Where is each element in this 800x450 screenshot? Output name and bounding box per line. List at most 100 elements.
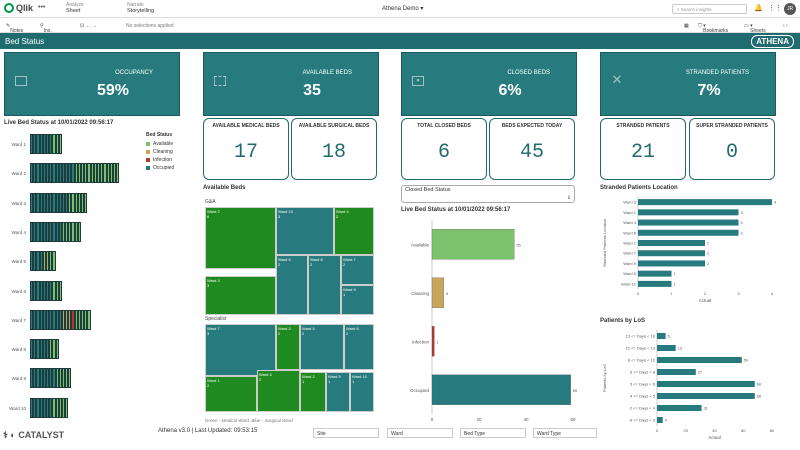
filter-bed-type[interactable]: Bed Type — [460, 428, 526, 438]
kpi-occupancy[interactable]: OCCUPANCY 59% — [4, 52, 180, 116]
treemap-cell-label: Ward 9 — [343, 287, 356, 292]
mini-kpi-super-stranded[interactable]: SUPER STRANDED PATIENTS 0 — [689, 118, 775, 180]
mini-kpi-surgical[interactable]: AVAILABLE SURGICAL BEDS 18 — [291, 118, 377, 180]
bed-cell-available — [68, 368, 72, 389]
bed-cell-occupied — [45, 309, 50, 330]
bed-cell-available — [52, 339, 56, 360]
bed-cell-occupied — [30, 397, 34, 418]
legend-swatch — [146, 166, 150, 170]
toolbar: ✎ Notes ⚲ Ins. Discovery ⊡ ← → No select… — [0, 18, 800, 40]
bed-cell-available — [81, 163, 85, 184]
data-label: 4 — [665, 419, 667, 423]
category-label: Ward 3 — [623, 200, 637, 205]
selection-tools-icon[interactable]: ⊡ ← → — [80, 23, 97, 29]
tab-sheet[interactable]: Analyze Sheet — [66, 2, 84, 17]
ward-bar[interactable] — [30, 368, 72, 389]
kpi-closed-beds[interactable]: ▪ CLOSED BEDS 6% — [401, 52, 577, 116]
los-chart[interactable]: 13 <= Days < 18 6 12 <= Days < 13 13 8 <= Da… — [600, 326, 796, 446]
ward-bar[interactable] — [30, 163, 120, 184]
data-label: 13 — [678, 347, 682, 351]
bed-cell-occupied — [30, 192, 34, 213]
treemap-cell[interactable]: Ward 10 3 — [276, 207, 334, 255]
bed-cell-available — [55, 339, 59, 360]
bar — [657, 333, 666, 339]
ward-bar[interactable] — [30, 221, 81, 242]
x-axis-label: Actual — [708, 435, 721, 440]
layout-icon[interactable]: ▦ — [684, 23, 689, 29]
more-icon[interactable]: ••• — [38, 4, 46, 11]
live-status-chart[interactable]: Available 35 Cleaning 5 Infection 1 Occupied 59… — [401, 216, 581, 426]
bell-icon[interactable]: 🔔 — [754, 5, 763, 12]
kpi-stranded-patients[interactable]: ✕ STRANDED PATIENTS 7% — [600, 52, 776, 116]
grid-menu-icon[interactable]: ⋮⋮ — [768, 5, 782, 12]
bed-cell-available — [84, 192, 88, 213]
filter-ward[interactable]: Ward — [387, 428, 453, 438]
sheets-button[interactable]: ▭ Sheets ▾ — [744, 23, 766, 34]
bed-cell-available — [52, 397, 56, 418]
bed-cell-occupied — [33, 397, 37, 418]
treemap-cell[interactable]: Ward 10 1 — [350, 372, 374, 412]
mini-kpi-title: TOTAL CLOSED BEDS — [417, 123, 471, 129]
mini-kpi-value: 17 — [233, 141, 258, 164]
filter-ward-type[interactable]: Ward Type — [533, 428, 597, 438]
ward-bar[interactable] — [30, 339, 59, 360]
bed-cell-available — [58, 134, 62, 154]
treemap-cell-value: 3 — [207, 331, 210, 336]
ward-bar[interactable] — [30, 280, 62, 301]
bed-cell-occupied — [45, 280, 50, 301]
mini-kpi-stranded[interactable]: STRANDED PATIENTS 21 — [600, 118, 686, 180]
tab-storytelling[interactable]: Narrate Storytelling — [127, 2, 154, 17]
treemap-cell-value: 3 — [207, 283, 210, 288]
ward-bar[interactable] — [30, 251, 56, 272]
insight-button[interactable]: ⚲ Ins. Discovery — [40, 23, 66, 40]
bed-cell-available — [55, 134, 59, 154]
close-icon: ✕ — [611, 72, 623, 87]
y-axis-label: Stranded Patients Location — [602, 219, 607, 267]
notes-button[interactable]: ✎ Notes — [6, 23, 24, 34]
mini-kpi-total-closed[interactable]: TOTAL CLOSED BEDS 6 — [401, 118, 487, 180]
bed-cell-occupied — [45, 339, 50, 360]
bed-cell-occupied — [39, 397, 43, 418]
kpi-available-beds[interactable]: AVAILABLE BEDS 35 — [203, 52, 379, 116]
treemap-cell-label: Ward 1 — [207, 378, 220, 383]
filter-site[interactable]: Site — [313, 428, 379, 438]
ward-bar[interactable] — [30, 397, 69, 418]
kpi-value: 7% — [697, 82, 721, 99]
bed-cell-occupied — [71, 163, 75, 184]
app-title[interactable]: Athena Demo ▾ — [382, 5, 423, 12]
prev-next-icon[interactable]: ‹ › — [783, 23, 788, 29]
mini-kpi-medical[interactable]: AVAILABLE MEDICAL BEDS 17 — [203, 118, 289, 180]
treemap-cell-value: 2 — [346, 331, 349, 336]
bookmarks-button[interactable]: ⛉ Bookmarks ▾ — [698, 23, 729, 34]
bed-cell-occupied — [30, 221, 34, 242]
qlik-logo[interactable]: Qlik — [4, 3, 33, 13]
category-label: Cleaning — [411, 291, 429, 296]
avatar[interactable]: JR — [784, 3, 796, 15]
ward-bar[interactable] — [30, 134, 62, 154]
ward-bar[interactable] — [30, 309, 91, 330]
closed-bed-status-box[interactable]: Closed Bed Status ⇓ — [401, 185, 575, 203]
search-input[interactable]: ⌕ Search insights — [672, 4, 747, 14]
chevron-down-icon: ▾ — [420, 6, 424, 12]
stranded-location-chart[interactable]: Ward 3 4 Ward 1 3 Ward 4 3 Ward 6 3 Ward 2 2 Ward … — [600, 193, 796, 313]
mini-kpi-expected[interactable]: BEDS EXPECTED TODAY 45 — [489, 118, 575, 180]
bed-cell-available — [116, 163, 120, 184]
category-label: Ward 1 — [623, 210, 637, 215]
bed-cell-cleaning — [68, 309, 72, 330]
ward-bar[interactable] — [30, 192, 88, 213]
